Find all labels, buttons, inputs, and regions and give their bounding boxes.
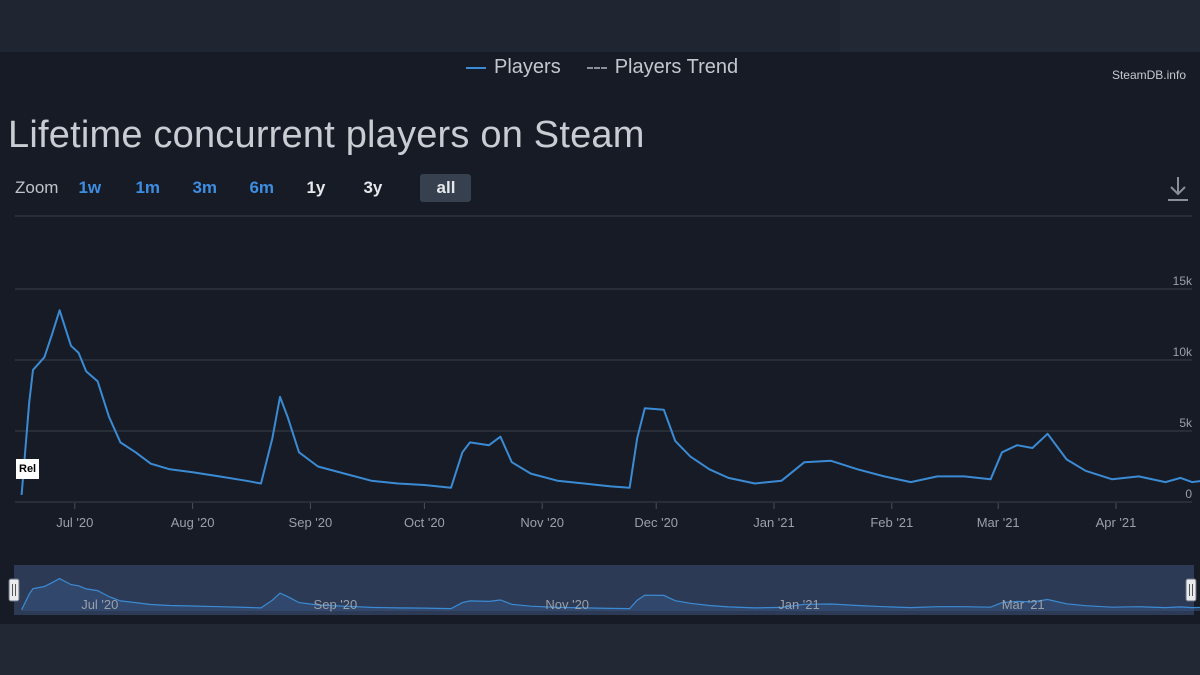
legend-swatch-trend [586, 66, 607, 69]
y-tick-label: 10k [1173, 345, 1193, 359]
navigator-area [21, 578, 1200, 611]
navigator-series [21, 577, 1200, 611]
zoom-all-button[interactable]: all [420, 174, 472, 202]
x-tick-label: Aug '20 [171, 515, 215, 530]
zoom-1m-button[interactable]: 1m [135, 178, 161, 197]
zoom-label: Zoom [15, 178, 59, 197]
zoom-6m-button[interactable]: 6m [249, 178, 275, 197]
players-line [20, 309, 1200, 495]
navigator-handle-right[interactable] [1185, 578, 1197, 602]
navigator-tick-label: Jul '20 [81, 597, 118, 612]
y-tick-label: 15k [1173, 274, 1193, 288]
zoom-1w-button[interactable]: 1w [78, 178, 102, 197]
x-tick-label: Apr '21 [1096, 515, 1137, 530]
grid-lines [15, 288, 1192, 503]
release-flag[interactable]: Rel [16, 459, 40, 479]
chart-title: Lifetime concurrent players on Steam [8, 114, 645, 156]
x-tick-label: Sep '20 [289, 515, 333, 530]
top-bar [0, 0, 1200, 52]
legend-label-players: Players [494, 56, 561, 78]
y-axis: 0 5k 10k 15k [1173, 274, 1193, 501]
legend-swatch-players [466, 66, 486, 69]
zoom-bar: Zoom 1w 1m 3m 6m 1y 3y all [15, 174, 472, 202]
y-tick-label: 0 [1185, 487, 1192, 501]
x-tick-label: Nov '20 [520, 515, 564, 530]
y-tick-label: 5k [1179, 416, 1193, 430]
download-icon[interactable] [1166, 174, 1190, 204]
navigator-tick-label: Mar '21 [1002, 597, 1045, 612]
x-tick-label: Jan '21 [753, 515, 795, 530]
x-tick-label: Feb '21 [870, 515, 913, 530]
legend-label-trend: Players Trend [614, 56, 739, 78]
credit-link[interactable]: SteamDB.info [1111, 68, 1186, 82]
legend-item-players[interactable]: Players [466, 56, 561, 79]
chart-panel [0, 52, 1200, 624]
zoom-3m-button[interactable]: 3m [192, 178, 218, 197]
navigator-axis: Jul '20 Sep '20 Nov '20 Jan '21 Mar '21 [81, 597, 1044, 612]
x-tick-label: Jul '20 [56, 515, 93, 530]
navigator-tick-label: Nov '20 [545, 597, 589, 612]
zoom-1y-button[interactable]: 1y [306, 178, 326, 197]
x-tick-label: Mar '21 [977, 515, 1020, 530]
navigator-tick-label: Sep '20 [314, 597, 358, 612]
x-tick-label: Oct '20 [404, 515, 445, 530]
bottom-bar [0, 624, 1200, 675]
navigator-tick-label: Jan '21 [778, 597, 820, 612]
legend-item-trend[interactable]: Players Trend [586, 56, 739, 79]
top-bar-strip [0, 0, 840, 52]
navigator-line [21, 577, 1200, 611]
x-axis: Jul '20 Aug '20 Sep '20 Oct '20 Nov '20 Dec '… [56, 503, 1136, 530]
navigator-handle-left[interactable] [8, 578, 20, 602]
x-tick-label: Dec '20 [634, 515, 678, 530]
series-players [20, 309, 1200, 495]
legend: Players Players Trend [466, 56, 738, 79]
zoom-3y-button[interactable]: 3y [363, 178, 383, 197]
